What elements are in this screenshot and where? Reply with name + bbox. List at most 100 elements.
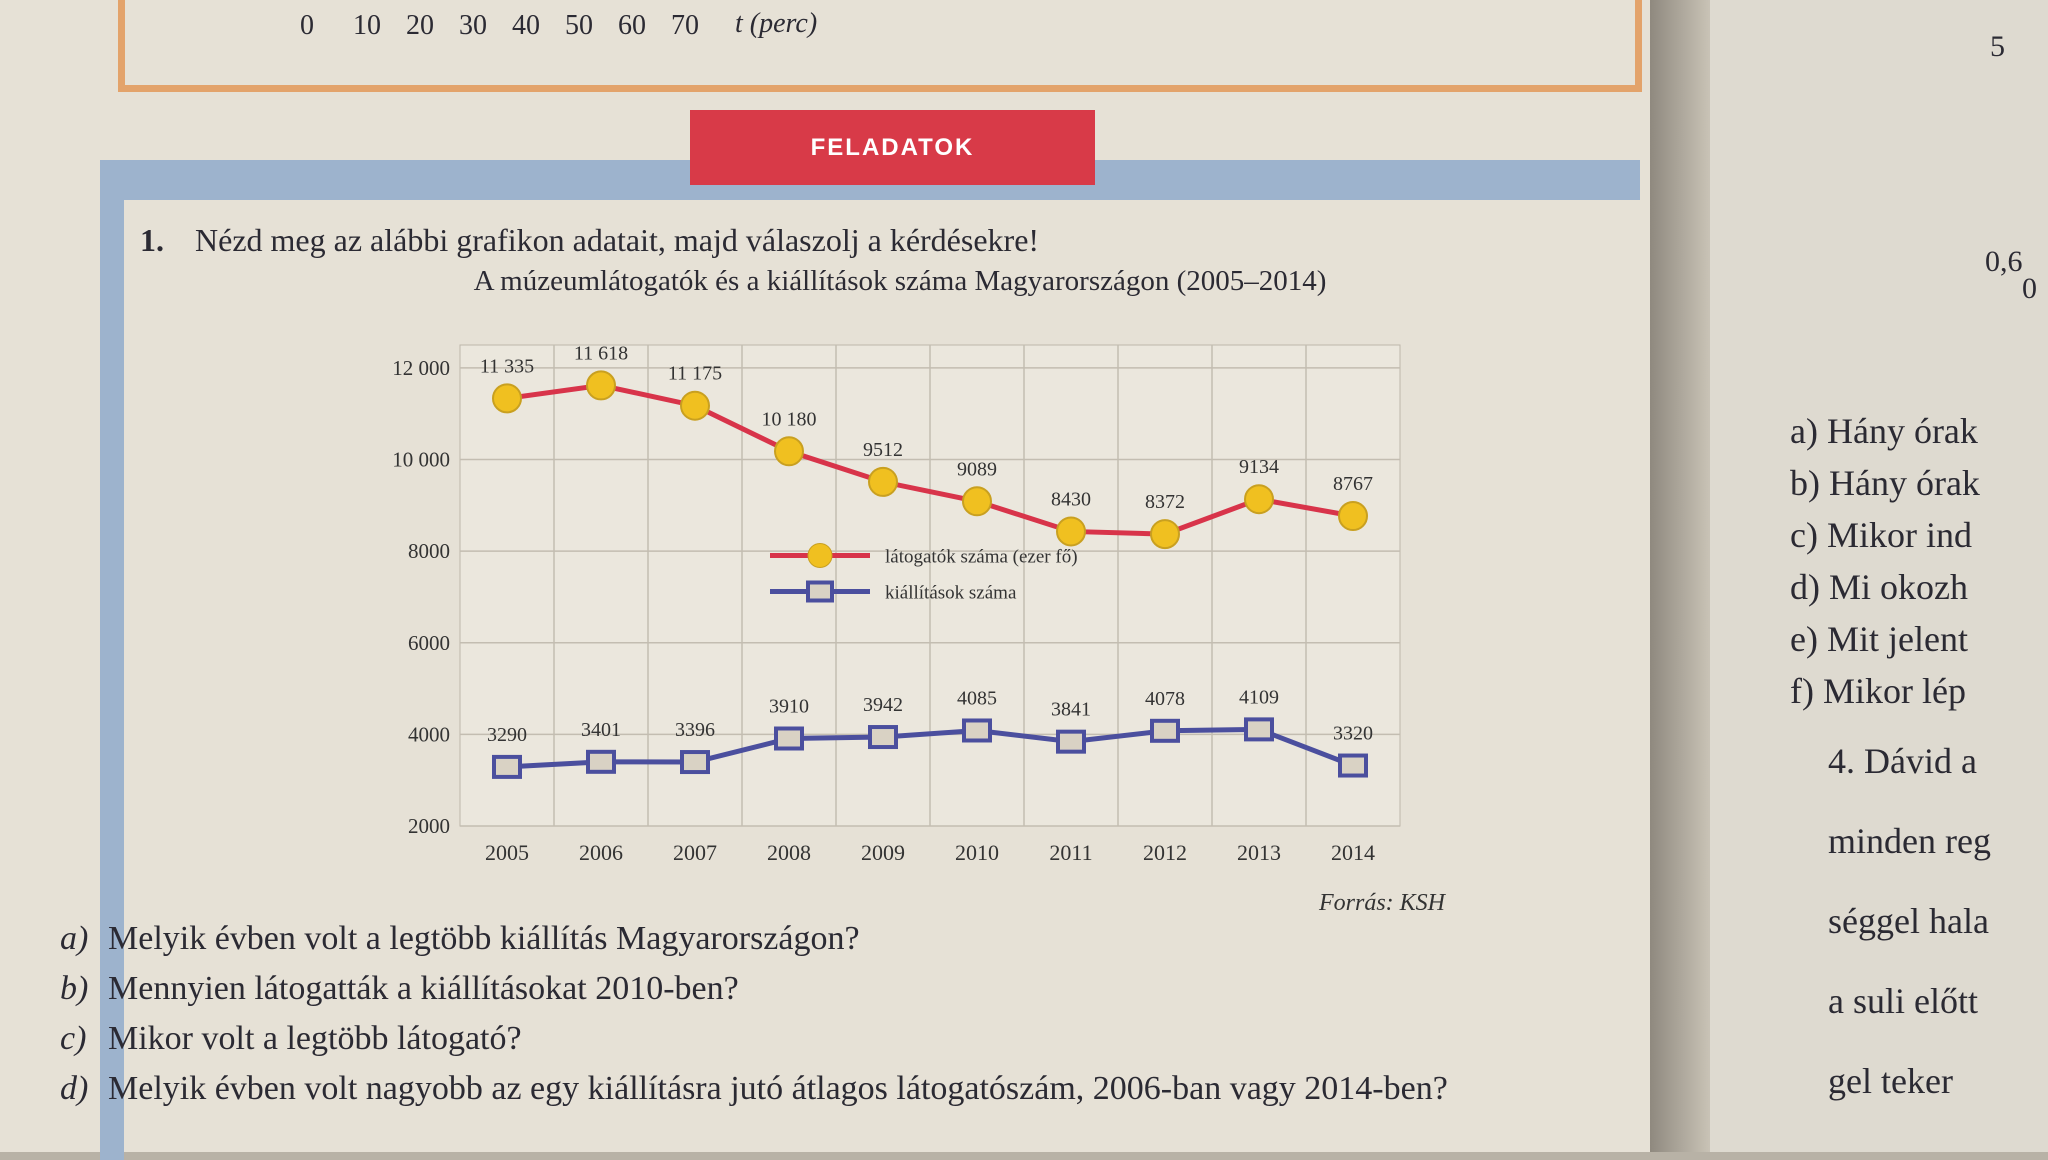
x-tick-label: 2005: [485, 840, 529, 865]
spine: [1650, 0, 1710, 1152]
top-tick-label: 40: [512, 10, 540, 41]
left-page: FELADATOK 1. Nézd meg az alábbi grafikon…: [0, 0, 1650, 1160]
value-label: 4109: [1239, 686, 1279, 708]
question-letter: d): [60, 1070, 89, 1107]
visitor-marker: [868, 466, 898, 497]
right-text: e) Mit jelent: [1790, 619, 1968, 659]
exhibition-marker: [1244, 717, 1274, 742]
y-tick-label: 6000: [408, 631, 450, 655]
top-tick-label: 50: [565, 10, 593, 41]
right-text: b) Hány órak: [1790, 463, 1980, 503]
series-line: [506, 726, 1354, 770]
task-number: 1.: [140, 222, 164, 258]
question-letter: a): [60, 920, 89, 957]
right-text: 4. Dávid a: [1828, 741, 1977, 781]
question-text: Mikor volt a legtöbb látogató?: [108, 1020, 522, 1057]
legend-marker: [807, 543, 833, 568]
section-tag: FELADATOK: [690, 110, 1095, 185]
y-tick-label: 4000: [408, 722, 450, 746]
x-tick-label: 2012: [1143, 840, 1187, 865]
right-text: c) Mikor ind: [1790, 515, 1972, 555]
right-text: f) Mikor lép: [1790, 671, 1966, 711]
value-label: 8430: [1051, 488, 1091, 510]
visitor-marker: [1150, 519, 1180, 550]
chart: A múzeumlátogatók és a kiállítások száma…: [392, 265, 1447, 916]
right-number: 0,6: [1985, 245, 2023, 278]
visitor-marker: [680, 390, 710, 421]
exhibition-marker: [680, 750, 710, 775]
value-label: 11 335: [480, 355, 534, 377]
top-tick-label: 30: [459, 10, 487, 41]
exhibition-marker: [1056, 729, 1086, 754]
right-text: d) Mi okozh: [1790, 567, 1968, 607]
top-tick-label: 20: [406, 10, 434, 41]
exhibition-marker: [1338, 753, 1368, 778]
legend-label: kiállítások száma: [885, 583, 1017, 604]
y-tick-label: 10 000: [392, 448, 450, 472]
x-tick-label: 2011: [1049, 840, 1092, 865]
question-letter: c): [60, 1020, 87, 1057]
x-tick-label: 2010: [955, 840, 999, 865]
right-text: séggel hala: [1828, 901, 1989, 941]
value-label: 4078: [1145, 688, 1185, 710]
right-number: 5: [1990, 30, 2005, 63]
exhibition-marker: [586, 749, 616, 774]
value-label: 3290: [487, 724, 527, 746]
value-label: 11 175: [668, 363, 722, 385]
chart-title: A múzeumlátogatók és a kiállítások száma…: [474, 265, 1327, 297]
x-tick-label: 2007: [673, 840, 717, 865]
right-text: a) Hány órak: [1790, 411, 1978, 451]
visitor-marker: [586, 370, 616, 401]
right-text: a suli előtt: [1828, 981, 1978, 1021]
exhibition-marker: [962, 718, 992, 743]
y-tick-label: 2000: [408, 814, 450, 838]
right-text: gel teker: [1828, 1061, 1953, 1101]
visitor-marker: [774, 436, 804, 467]
x-tick-label: 2006: [579, 840, 623, 865]
value-label: 3841: [1051, 699, 1091, 721]
y-tick-label: 8000: [408, 539, 450, 563]
value-label: 9134: [1239, 456, 1279, 478]
value-label: 11 618: [574, 342, 628, 364]
value-label: 3320: [1333, 723, 1373, 745]
question-text: Melyik évben volt a legtöbb kiállítás Ma…: [108, 920, 860, 957]
series-line: [506, 382, 1354, 537]
top-tick-label: 10: [353, 10, 381, 41]
legend-marker: [806, 580, 834, 603]
chart-source: Forrás: KSH: [1318, 890, 1447, 916]
value-label: 9512: [863, 439, 903, 461]
visitor-marker: [962, 486, 992, 517]
x-tick-label: 2009: [861, 840, 905, 865]
task-text: Nézd meg az alábbi grafikon adatait, maj…: [195, 222, 1040, 258]
value-label: 3401: [581, 719, 621, 741]
value-label: 3942: [863, 694, 903, 716]
visitor-marker: [1244, 484, 1274, 515]
visitor-marker: [492, 383, 522, 414]
question-letter: b): [60, 970, 89, 1007]
value-label: 8767: [1333, 473, 1373, 495]
value-label: 3396: [675, 719, 715, 741]
x-tick-label: 2013: [1237, 840, 1281, 865]
top-tick-label: 0: [300, 10, 314, 41]
top-box: [118, 0, 1642, 92]
right-text: minden reg: [1828, 821, 1991, 861]
legend-label: látogatók száma (ezer fő): [885, 547, 1078, 568]
top-axis-label: t (perc): [735, 8, 818, 39]
x-tick-label: 2014: [1331, 840, 1375, 865]
value-label: 9089: [957, 458, 997, 480]
x-tick-label: 2008: [767, 840, 811, 865]
visitor-marker: [1056, 516, 1086, 547]
exhibition-marker: [1150, 718, 1180, 743]
value-label: 10 180: [762, 408, 817, 430]
right-number: 0: [2022, 272, 2037, 305]
top-tick-label: 70: [671, 10, 699, 41]
top-tick-label: 60: [618, 10, 646, 41]
exhibition-marker: [868, 725, 898, 750]
visitor-marker: [1338, 501, 1368, 532]
value-label: 3910: [769, 696, 809, 718]
value-label: 4085: [957, 687, 997, 709]
exhibition-marker: [774, 726, 804, 751]
exhibition-marker: [492, 754, 522, 779]
y-tick-label: 12 000: [392, 356, 450, 380]
